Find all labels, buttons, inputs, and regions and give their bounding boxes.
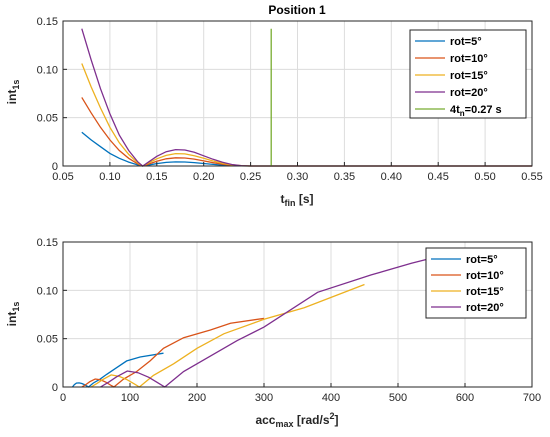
legend-label: 4tn=0.27 s	[450, 104, 502, 118]
legend-label: rot=20°	[450, 87, 488, 99]
x-tick-label: 200	[188, 392, 206, 404]
series-line	[81, 317, 265, 388]
x-tick-label: 0.35	[334, 171, 355, 183]
chart-bottom-ylabel: int1s	[5, 302, 21, 327]
legend-label: rot=15°	[450, 70, 488, 82]
chart-top-ylabel: int1s	[5, 80, 21, 105]
y-tick-label: 0.15	[37, 237, 58, 249]
legend-label: rot=15°	[466, 286, 504, 298]
x-tick-label: 0.20	[193, 171, 214, 183]
x-tick-label: 0	[60, 392, 66, 404]
x-tick-label: 500	[389, 392, 407, 404]
x-tick-label: 100	[121, 392, 139, 404]
y-tick-label: 0.10	[37, 64, 58, 76]
chart-top-xlabel: tfin [s]	[281, 192, 314, 208]
x-tick-label: 0.30	[287, 171, 308, 183]
chart-top-series	[81, 28, 532, 167]
x-tick-label: 600	[456, 392, 474, 404]
x-tick-label: 0.05	[52, 171, 73, 183]
y-tick-label: 0.05	[37, 113, 58, 125]
chart-top: Position 1 0.05 0.10 0.15 0.20 0.25 0.30 0.35 0…	[5, 3, 543, 208]
chart-bottom-frame	[62, 241, 533, 388]
legend-label: rot=10°	[466, 270, 504, 282]
x-tick-label: 300	[255, 392, 273, 404]
chart-bottom-xlabel: accmax [rad/s2]	[255, 411, 338, 429]
legend-label: rot=5°	[466, 254, 498, 266]
legend-label: rot=10°	[450, 53, 488, 65]
chart-bottom-legend: rot=5° rot=10° rot=15° rot=20°	[425, 247, 527, 319]
legend-label: rot=5°	[450, 36, 482, 48]
y-tick-label: 0.15	[37, 16, 58, 28]
x-tick-label: 0.55	[521, 171, 542, 183]
y-tick-label: 0.10	[37, 285, 58, 297]
x-tick-label: 0.40	[381, 171, 402, 183]
chart-bottom-legend-box	[425, 247, 527, 319]
y-tick-label: 0	[52, 382, 58, 394]
x-tick-label: 400	[322, 392, 340, 404]
x-tick-label: 700	[523, 392, 541, 404]
x-tick-label: 0.15	[146, 171, 167, 183]
chart-bottom: 0 100 200 300 400 500 600 700 0 0.05 0.10 0.15 accm…	[5, 237, 541, 429]
legend-label: rot=20°	[466, 302, 504, 314]
x-tick-label: 0.50	[474, 171, 495, 183]
chart-top-title: Position 1	[268, 3, 326, 17]
series-line	[100, 249, 466, 388]
x-tick-label: 0.45	[427, 171, 448, 183]
chart-top-legend-box	[409, 29, 527, 119]
y-tick-label: 0.05	[37, 334, 58, 346]
chart-top-legend: rot=5° rot=10° rot=15° rot=20° 4tn=0.27 …	[409, 29, 527, 119]
x-tick-label: 0.10	[99, 171, 120, 183]
series-line	[81, 28, 532, 167]
x-tick-label: 0.25	[240, 171, 261, 183]
chart-bottom-ticks: 0 100 200 300 400 500 600 700 0 0.05 0.10 0.15	[37, 237, 542, 404]
y-tick-label: 0	[52, 161, 58, 173]
chart-top-ticks: 0.05 0.10 0.15 0.20 0.25 0.30 0.35 0.40 0.45 0.50…	[37, 16, 543, 183]
